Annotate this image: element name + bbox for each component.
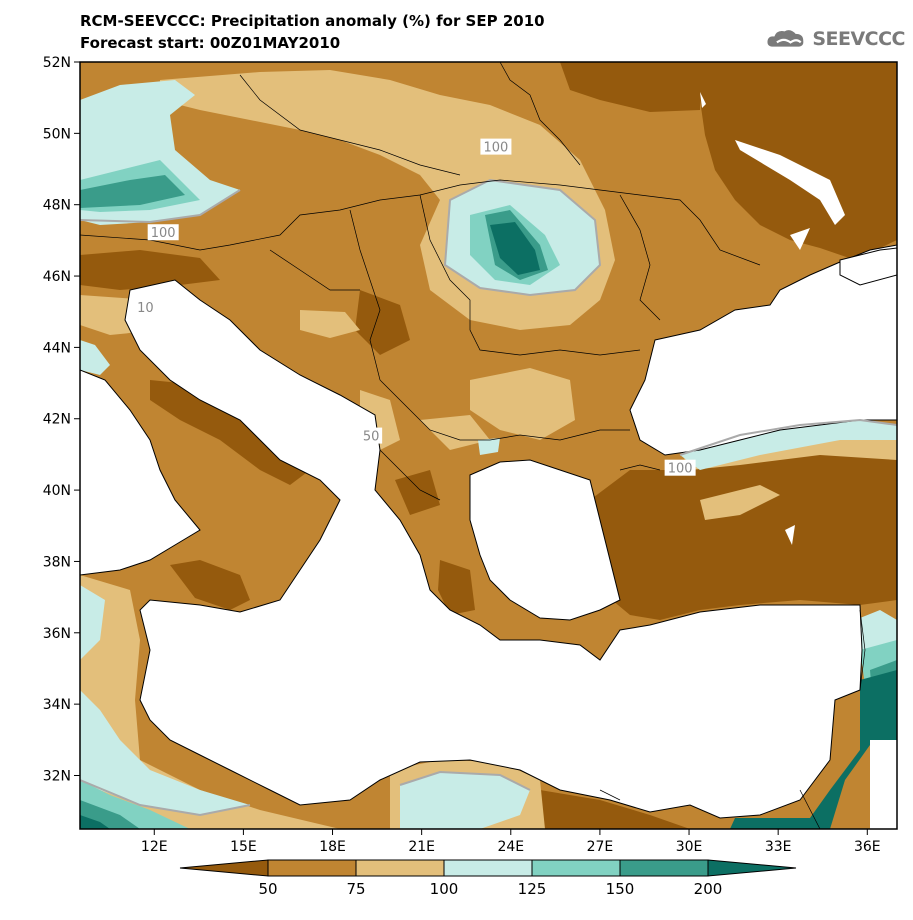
lat-tick-label: 34N [43,697,71,713]
lat-tick-label: 40N [43,483,71,499]
colorbar-segment [179,859,269,877]
colorbar-label: 200 [694,880,723,898]
contour-label: 100 [151,226,176,241]
colorbar-segment [355,859,445,877]
contour-label: 50 [363,430,380,445]
lat-tick-label: 32N [43,768,71,784]
lon-tick-label: 30E [676,839,703,855]
anomaly-field-below-50 [80,62,897,829]
colorbar-label: 150 [606,880,635,898]
axes: 52N 50N 48N 46N 44N 42N 40N 38N 36N 34N 32N 12E 15E 1… [43,55,881,855]
missing-data-patches [700,92,897,829]
contour-label-bg [360,427,383,444]
lat-tick-label: 52N [43,55,71,71]
colorbar-segment [707,859,797,877]
lon-tick-label: 18E [319,839,346,855]
lat-tick-label: 50N [43,126,71,142]
colorbar-segment [443,859,533,877]
map-frame [79,61,898,830]
colorbar-segment [531,859,621,877]
colorbar-label: 75 [346,880,365,898]
anomaly-field-above-200 [80,222,897,829]
country-borders [80,62,866,829]
colorbar-label: 125 [518,880,547,898]
map-area [80,62,897,829]
lon-tick-label: 36E [854,839,881,855]
lon-tick-label: 24E [497,839,524,855]
map-title: RCM-SEEVCCC: Precipitation anomaly (%) f… [80,12,545,30]
lat-tick-label: 42N [43,412,71,428]
lat-tick-label: 48N [43,198,71,214]
contour-labels: 100 100 10 50 100 [134,138,696,477]
cloud-icon [767,30,804,47]
lon-tick-label: 12E [141,839,168,855]
lat-tick-label: 46N [43,269,71,285]
lon-tick-label: 15E [230,839,257,855]
colorbar-legend: 50 75 100 125 150 200 [179,859,797,898]
logo-text: SEEVCCC [812,28,905,50]
lon-tick-label: 21E [408,839,435,855]
seevccc-logo: SEEVCCC [765,24,905,54]
lat-tick-label: 38N [43,554,71,570]
contour-lines [80,178,897,817]
contour-label: 10 [137,301,154,316]
sea-mask [80,244,897,819]
lat-tick-label: 44N [43,340,71,356]
map-subtitle: Forecast start: 00Z01MAY2010 [80,34,341,52]
colorbar-segment [267,859,357,877]
contour-label-bg [134,299,157,316]
colorbar-label: 100 [430,880,459,898]
contour-label: 100 [484,141,509,156]
contour-label-bg [147,224,179,241]
contour-label: 100 [668,462,693,477]
lat-tick-label: 36N [43,626,71,642]
contour-label-bg [480,138,512,155]
lon-tick-label: 27E [587,839,614,855]
lon-tick-label: 33E [765,839,792,855]
contour-label-bg [664,459,696,476]
colorbar-label: 50 [258,880,277,898]
colorbar-segment [619,859,709,877]
